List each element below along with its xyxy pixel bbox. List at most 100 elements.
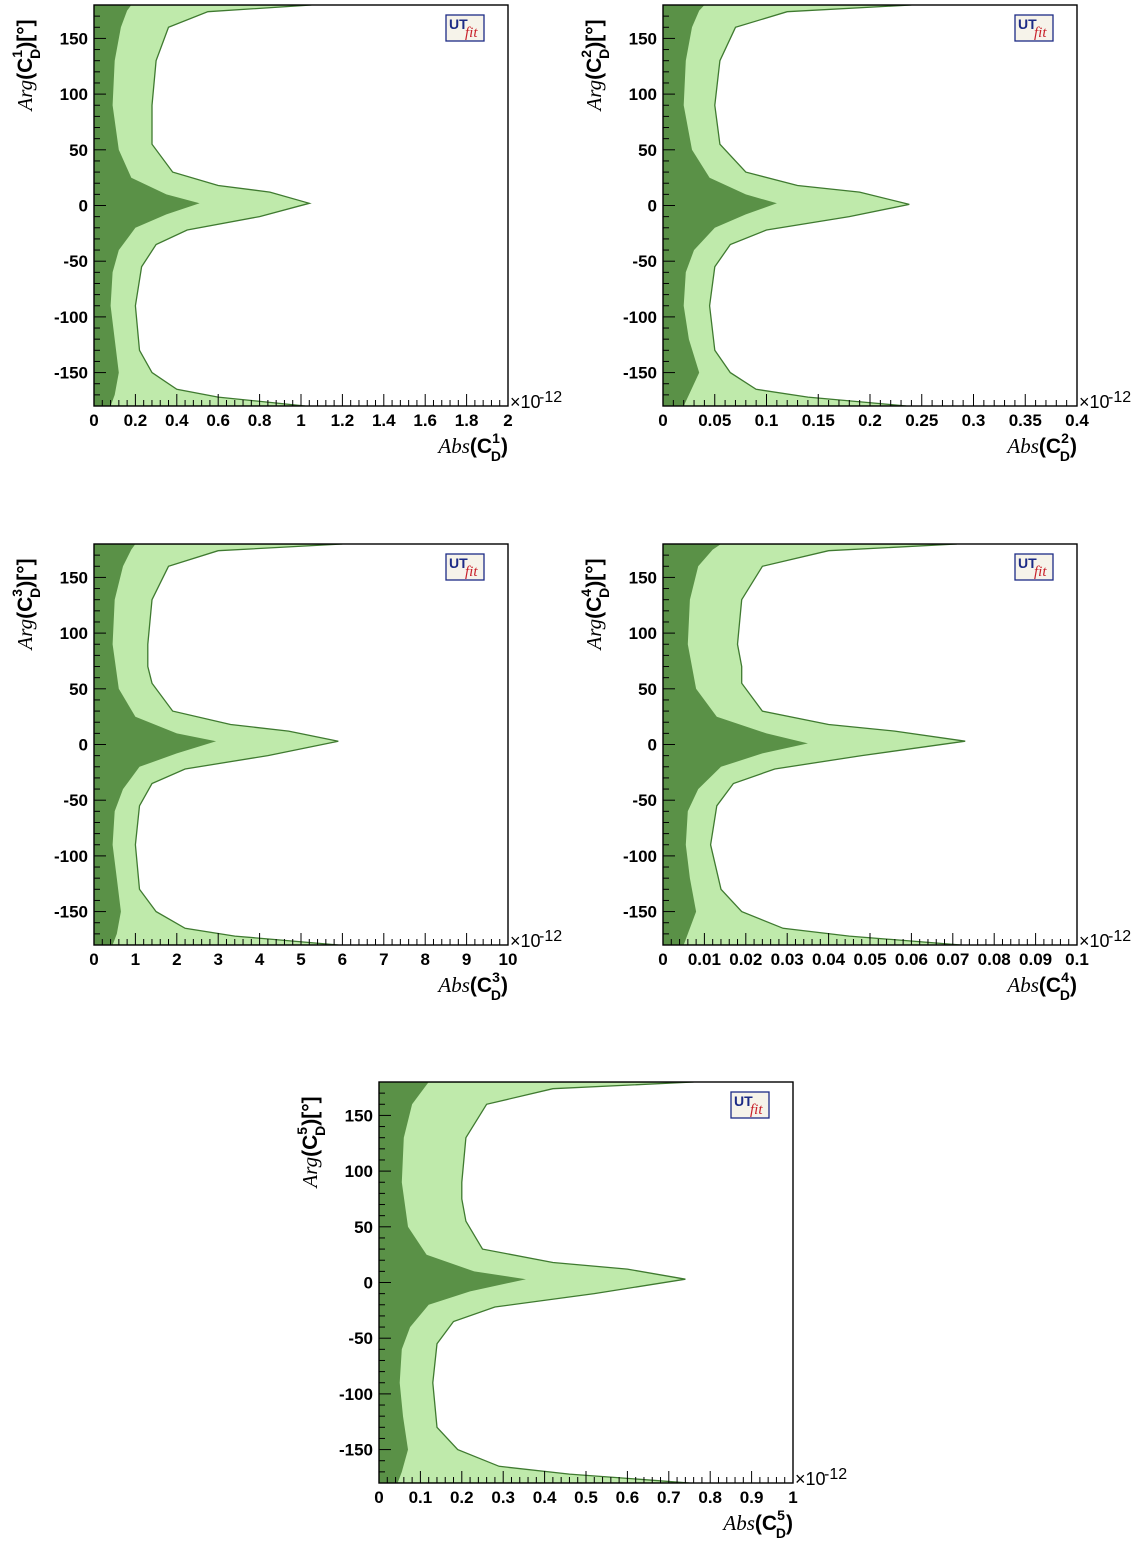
x-tick-label: 4 xyxy=(255,950,265,969)
x-tick-label: 0.1 xyxy=(1065,950,1089,969)
x-multiplier-exponent: -12 xyxy=(539,389,562,406)
region-68-percent xyxy=(94,544,217,945)
x-tick-label: 0.4 xyxy=(533,1488,557,1507)
y-tick-label: -100 xyxy=(623,308,657,327)
x-tick-label: 0.08 xyxy=(978,950,1011,969)
y-tick-label: -100 xyxy=(623,847,657,866)
x-tick-label: 0.2 xyxy=(858,411,882,430)
y-tick-label: 150 xyxy=(629,29,657,48)
y-tick-label: 100 xyxy=(629,624,657,643)
logo-ut-text: UT xyxy=(449,16,468,32)
region-68-percent xyxy=(663,5,777,406)
y-tick-label: -50 xyxy=(348,1329,373,1348)
x-axis-title: Abs(C2 D) xyxy=(1005,430,1077,464)
x-tick-label: 3 xyxy=(213,950,222,969)
x-multiplier-exponent: -12 xyxy=(1108,389,1131,406)
plot-panel-c2: 0 0.05 0.1 0.15 0.2 0.25 0.3 0.35 0.4 150 100 50 0 -5… xyxy=(578,4,1131,464)
x-tick-label: 7 xyxy=(379,950,388,969)
logo-ut-text: UT xyxy=(1018,16,1037,32)
y-tick-label: 150 xyxy=(60,29,88,48)
y-tick-label: 100 xyxy=(345,1162,373,1181)
y-tick-label: 150 xyxy=(345,1106,373,1125)
x-tick-label: 0.9 xyxy=(740,1488,764,1507)
logo-fit-text: fit xyxy=(1034,25,1047,41)
y-tick-label: 100 xyxy=(629,85,657,104)
logo-fit-text: fit xyxy=(465,25,478,41)
y-axis-title: Arg(C4 D)[°] xyxy=(578,558,612,651)
region-68-percent xyxy=(379,1082,526,1483)
y-tick-label: -100 xyxy=(54,847,88,866)
x-tick-label: 0 xyxy=(658,950,667,969)
logo-fit-text: fit xyxy=(1034,564,1047,580)
x-tick-label: 10 xyxy=(499,950,518,969)
x-tick-label: 0.3 xyxy=(962,411,986,430)
y-tick-label: -100 xyxy=(339,1385,373,1404)
plot-panel-c4: 0 0.01 0.02 0.03 0.04 0.05 0.06 0.07 0.08 0.09 0.1… xyxy=(578,543,1131,1003)
x-tick-label: 0.05 xyxy=(853,950,886,969)
y-tick-label: -50 xyxy=(632,252,657,271)
x-tick-label: 0.1 xyxy=(755,411,779,430)
x-multiplier: ×10 xyxy=(1079,392,1110,412)
y-tick-label: 0 xyxy=(364,1274,373,1293)
logo-ut-text: UT xyxy=(734,1093,753,1109)
region-95-percent xyxy=(94,544,343,945)
x-tick-label: 0.1 xyxy=(409,1488,433,1507)
region-95-percent xyxy=(379,1082,694,1483)
x-tick-label: 0.8 xyxy=(248,411,272,430)
y-axis-title: Arg(C5 D)[°] xyxy=(294,1096,328,1189)
region-95-percent xyxy=(663,5,912,406)
x-tick-label: 8 xyxy=(420,950,429,969)
x-tick-label: 0.07 xyxy=(936,950,969,969)
y-tick-label: -150 xyxy=(54,903,88,922)
x-tick-label: 0.7 xyxy=(657,1488,681,1507)
y-tick-label: -50 xyxy=(63,791,88,810)
logo-fit-text: fit xyxy=(465,564,478,580)
x-tick-label: 0 xyxy=(89,950,98,969)
y-tick-label: -150 xyxy=(623,903,657,922)
y-tick-label: 50 xyxy=(69,680,88,699)
y-axis-title: Arg(C1 D)[°] xyxy=(9,19,43,112)
x-tick-label: 0.6 xyxy=(616,1488,640,1507)
x-tick-label: 0.4 xyxy=(1065,411,1089,430)
x-multiplier: ×10 xyxy=(510,931,541,951)
x-tick-label: 0.06 xyxy=(895,950,928,969)
y-tick-label: 0 xyxy=(79,736,88,755)
x-tick-label: 1 xyxy=(788,1488,797,1507)
x-tick-label: 0.6 xyxy=(206,411,230,430)
region-68-percent xyxy=(94,5,200,406)
x-tick-label: 1 xyxy=(296,411,305,430)
x-tick-label: 0 xyxy=(374,1488,383,1507)
plot-panel-c5: 0 0.1 0.2 0.3 0.4 0.5 0.6 0.7 0.8 0.9 1 150 100 50 0 -5… xyxy=(294,1081,847,1541)
region-95-percent xyxy=(94,5,312,406)
x-multiplier-exponent: -12 xyxy=(824,1466,847,1483)
x-axis-title: Abs(C5 D) xyxy=(721,1507,793,1541)
x-tick-label: 0 xyxy=(658,411,667,430)
x-axis-title: Abs(C3 D) xyxy=(436,969,508,1003)
y-tick-label: -150 xyxy=(339,1441,373,1460)
x-tick-label: 0.25 xyxy=(905,411,938,430)
x-axis-title: Abs(C4 D) xyxy=(1005,969,1077,1003)
y-tick-label: 150 xyxy=(60,568,88,587)
x-tick-label: 0.01 xyxy=(688,950,721,969)
x-tick-label: 0.2 xyxy=(450,1488,474,1507)
x-tick-label: 0.5 xyxy=(574,1488,598,1507)
region-95-percent xyxy=(663,544,966,945)
x-axis-title: Abs(C1 D) xyxy=(436,430,508,464)
x-tick-label: 1.8 xyxy=(455,411,479,430)
x-tick-label: 0.04 xyxy=(812,950,846,969)
y-tick-label: 100 xyxy=(60,624,88,643)
x-tick-label: 0.35 xyxy=(1009,411,1042,430)
x-tick-label: 0.05 xyxy=(698,411,731,430)
x-multiplier-exponent: -12 xyxy=(539,928,562,945)
y-tick-label: -50 xyxy=(63,252,88,271)
x-tick-label: 0.8 xyxy=(698,1488,722,1507)
logo-fit-text: fit xyxy=(750,1102,763,1118)
y-tick-label: 0 xyxy=(648,736,657,755)
x-tick-label: 0.3 xyxy=(491,1488,515,1507)
x-tick-label: 6 xyxy=(338,950,347,969)
y-tick-label: 150 xyxy=(629,568,657,587)
